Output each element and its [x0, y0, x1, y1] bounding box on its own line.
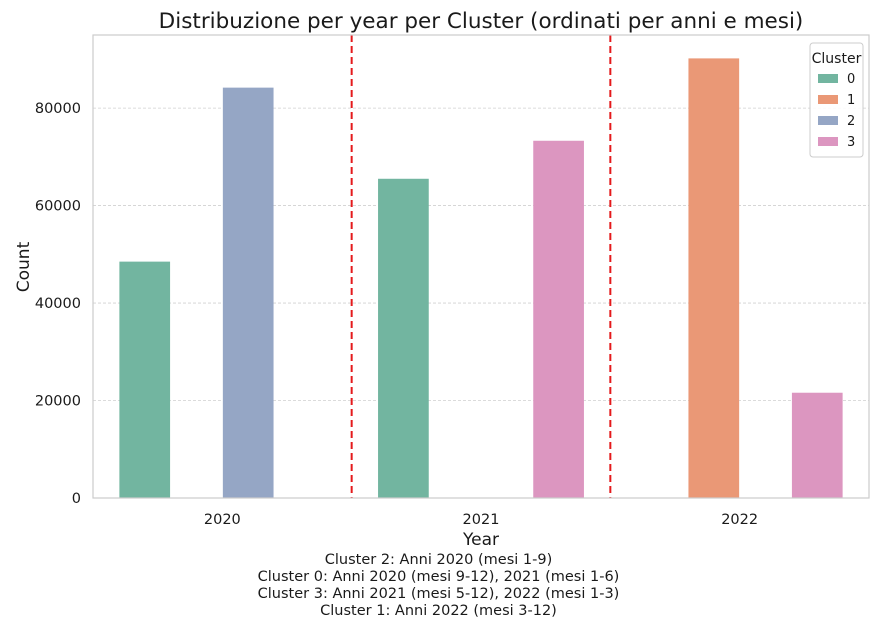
x-axis-label: Year	[462, 530, 499, 550]
legend-label: 1	[847, 93, 855, 108]
bar-cluster-0-2021	[378, 178, 429, 498]
bar-cluster-2-2020	[222, 87, 274, 498]
plot-area-frame	[92, 34, 870, 499]
cluster-note: Cluster 0: Anni 2020 (mesi 9-12), 2021 (…	[257, 569, 620, 585]
legend-title: Cluster	[812, 51, 862, 67]
legend-swatch	[818, 116, 838, 125]
y-tick-label: 60000	[35, 199, 81, 215]
legend-label: 3	[847, 135, 855, 150]
x-tick-label: 2021	[463, 512, 500, 528]
y-tick-label: 0	[72, 491, 81, 507]
bar-cluster-1-2022	[688, 58, 740, 499]
legend: Cluster 0 1 2 3	[809, 42, 864, 158]
legend-swatch	[818, 74, 838, 83]
bar-cluster-0-2020	[119, 261, 171, 498]
legend-swatch	[818, 137, 838, 146]
y-tick-label: 20000	[35, 394, 81, 410]
y-axis-label: Count	[14, 241, 34, 292]
bar-cluster-3-2021	[533, 140, 584, 498]
y-tick-label: 40000	[35, 296, 81, 312]
cluster-note: Cluster 2: Anni 2020 (mesi 1-9)	[324, 552, 553, 568]
legend-label: 0	[847, 72, 855, 87]
cluster-note: Cluster 3: Anni 2021 (mesi 5-12), 2022 (…	[257, 586, 620, 602]
x-tick-label: 2022	[721, 512, 758, 528]
y-tick-label: 80000	[35, 101, 81, 117]
cluster-notes: Cluster 2: Anni 2020 (mesi 1-9) Cluster …	[0, 552, 877, 620]
legend-swatch	[818, 95, 838, 104]
x-tick-label: 2020	[204, 512, 241, 528]
chart-title: Distribuzione per year per Cluster (ordi…	[159, 9, 804, 34]
legend-label: 2	[847, 114, 855, 129]
bar-cluster-3-2022	[791, 392, 843, 498]
cluster-note: Cluster 1: Anni 2022 (mesi 3-12)	[320, 603, 557, 619]
